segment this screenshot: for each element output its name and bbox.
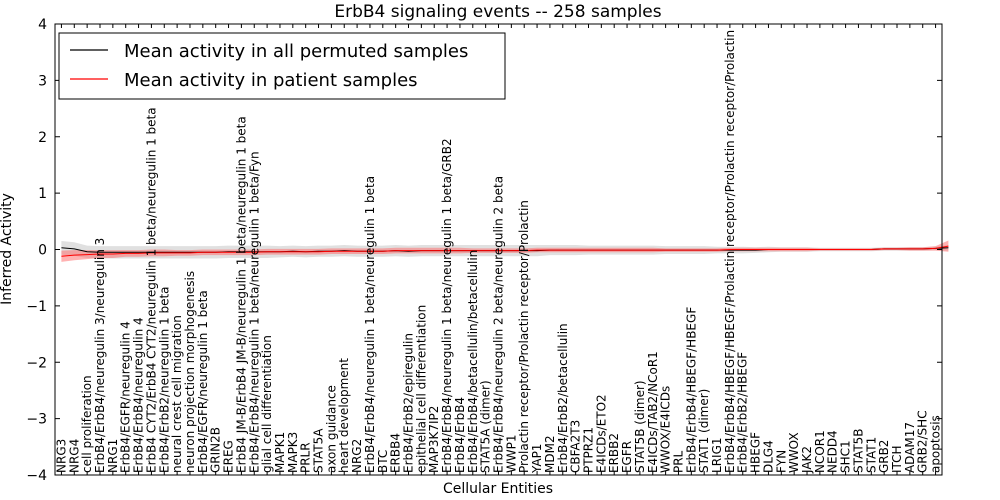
x-category-label: WWP1 [504, 434, 518, 473]
x-category-label: JAK2 [800, 446, 814, 474]
legend-patient-label: Mean activity in patient samples [124, 70, 418, 91]
x-category-label: ERBB2 [607, 433, 621, 473]
x-category-label: STAT5B (dimer) [633, 380, 647, 473]
x-category-label: neuron projection morphogenesis [183, 271, 197, 473]
x-category-label: ErbB4/ErbB4/neuregulin 1 beta/neuregulin… [440, 138, 454, 473]
x-category-label: YAP1 [530, 444, 544, 474]
x-category-label: GRIN2B [209, 427, 223, 473]
x-category-label: GRB2 [877, 440, 891, 474]
y-tick-label: −2 [26, 355, 47, 371]
x-category-label: axon guidance [324, 385, 338, 473]
x-category-label: BTC [376, 450, 390, 473]
x-category-label: epithelial cell differentiation [414, 305, 428, 473]
y-tick-label: −4 [26, 468, 47, 484]
x-category-label: E4ICDs/TAB2/NCoR1 [646, 351, 660, 473]
y-tick-label: 3 [38, 73, 47, 89]
x-category-label: PTPRZ1 [582, 427, 596, 473]
y-tick-label: −3 [26, 412, 47, 428]
x-axis-label: Cellular Entities [443, 481, 553, 497]
x-category-label: MAPK1 [273, 432, 287, 473]
x-category-label: ErbB4/ErbB4/HBEGF/HBEGF/Prolactin recept… [723, 30, 737, 473]
x-category-label: STAT1 (dimer) [697, 389, 711, 473]
x-category-label: WWOX [787, 432, 801, 473]
x-category-label: ITCH [890, 445, 904, 473]
x-category-label: ErbB4/ErbB2/epiregulin [402, 333, 416, 473]
x-category-label: MAP3K7IP2 [427, 406, 441, 473]
x-category-label: NRG4 [67, 439, 81, 473]
x-category-label: neural crest cell migration [170, 315, 184, 473]
y-axis-label: Inferred Activity [0, 193, 15, 305]
x-category-label: ErbB4/ErbB2/neuregulin 1 beta [157, 286, 171, 473]
x-category-label: apoptosis [929, 415, 943, 473]
x-category-label: MDM2 [543, 435, 557, 473]
x-category-label: Prolactin receptor/Prolactin receptor/Pr… [517, 200, 531, 473]
x-category-label: heart development [337, 358, 351, 473]
x-category-label: ErbB4/ErbB4/HBEGF/HBEGF [684, 307, 698, 473]
x-category-label: ErbB4/ErbB4/neuregulin 1 beta/neuregulin… [247, 151, 261, 473]
x-category-label: ErbB4/ErbB4/betacellulin/betacellulin [466, 250, 480, 473]
x-category-label: ErbB4/ErbB2/HBEGF [736, 352, 750, 473]
x-category-label: ErbB4/ErbB4 [453, 397, 467, 473]
x-category-label: NRG1 [106, 439, 120, 473]
x-category-label: PRLR [299, 442, 313, 473]
x-category-label: ErbB4/ErbB4/neuregulin 1 beta/neuregulin… [363, 176, 377, 473]
x-category-label: ErbB4/EGFR/neuregulin 1 beta [196, 290, 210, 473]
chart-title: ErbB4 signaling events -- 258 samples [334, 2, 661, 22]
x-category-label: FYN [774, 450, 788, 473]
patient-series-line [61, 245, 949, 257]
x-category-label: ErbB4/ErbB4/neuregulin 2 beta/neuregulin… [492, 176, 506, 473]
x-category-label: SHC1 [839, 440, 853, 473]
y-tick-label: 0 [38, 243, 47, 259]
x-category-label: cell proliferation [80, 375, 94, 473]
x-category-label: ErbB4 JM-B/ErbB4 JM-B/neuregulin 1 beta/… [234, 116, 248, 473]
x-category-label: ERBB4 [389, 433, 403, 473]
x-category-label: glial cell differentiation [260, 335, 274, 473]
x-category-label: ErbB4/EGFR/neuregulin 4 [119, 321, 133, 473]
x-category-label: STAT1 [864, 437, 878, 473]
x-category-label: GRB2/SHC [916, 410, 930, 473]
x-category-label: ErbB4/ErbB4/neuregulin 4 [132, 317, 146, 473]
legend: Mean activity in all permuted samples Me… [58, 32, 506, 100]
x-category-label: WWOX/E4ICDs [659, 386, 673, 473]
legend-box [58, 32, 506, 100]
x-category-label: CBFA2T3 [569, 420, 583, 473]
y-tick-label: −1 [26, 299, 47, 315]
x-category-label: LRIG1 [710, 437, 724, 473]
x-category-label: EGFR [620, 441, 634, 473]
x-category-label: STAT5A [312, 428, 326, 473]
x-category-label: NEDD4 [826, 430, 840, 473]
x-category-label: HBEGF [749, 432, 763, 473]
x-category-label: EREG [222, 440, 236, 473]
x-category-label: NRG2 [350, 439, 364, 473]
x-category-label: PRL [672, 450, 686, 473]
x-category-label: ErbB4 CYT2/ErbB4 CYT2/neuregulin 1 beta/… [144, 107, 158, 473]
x-category-label: ErbB4/ErbB4/neuregulin 3/neuregulin 3 [93, 238, 107, 473]
legend-permuted-label: Mean activity in all permuted samples [124, 41, 468, 62]
x-category-label: NRG3 [54, 439, 68, 473]
x-category-label: MAPK3 [286, 432, 300, 473]
y-tick-label: 4 [38, 17, 47, 33]
x-category-label: STAT5B [851, 428, 865, 473]
y-tick-label: 1 [38, 186, 47, 202]
x-category-label: E4ICDs/ETO2 [594, 394, 608, 473]
x-category-label: STAT5A (dimer) [479, 380, 493, 473]
y-tick-label: 2 [38, 130, 47, 146]
x-category-label: NCOR1 [813, 430, 827, 473]
patient-band [61, 240, 949, 262]
x-category-label: ErbB4/ErbB2/betacellulin [556, 323, 570, 473]
x-category-label: ADAM17 [903, 422, 917, 473]
x-category-label: DLG4 [762, 440, 776, 473]
